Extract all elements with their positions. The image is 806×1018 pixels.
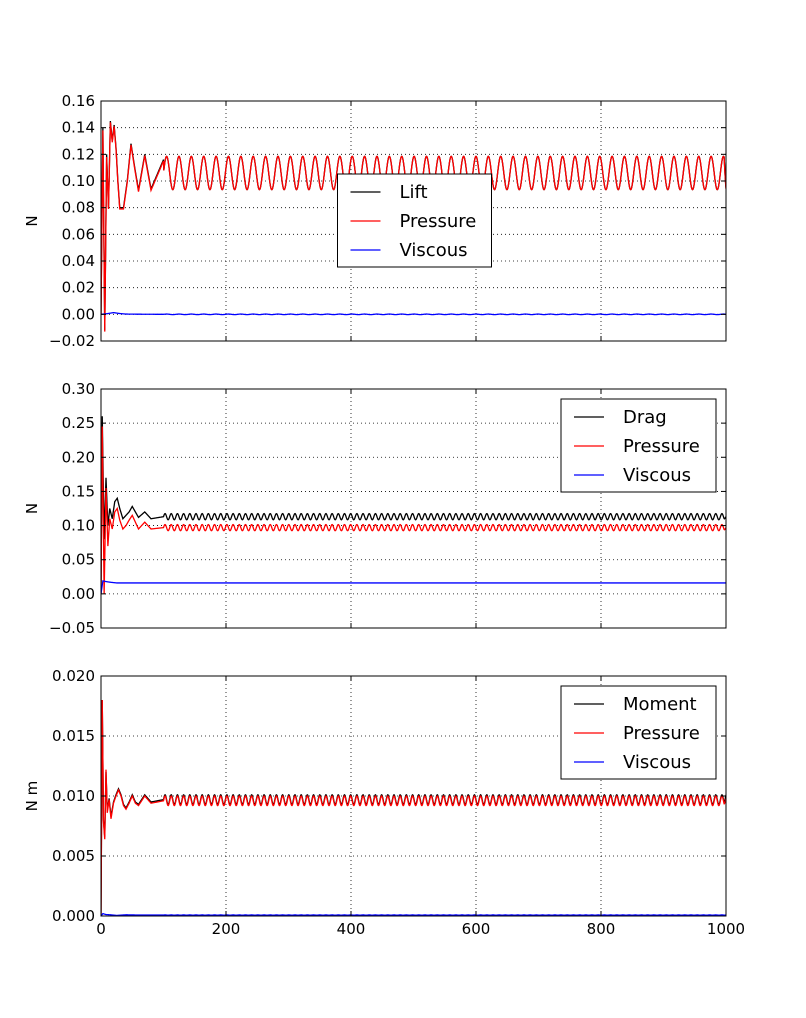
- legend-label-lift: Lift: [400, 182, 428, 203]
- series-line-viscous: [101, 580, 726, 594]
- y-tick-label: 0.30: [62, 380, 95, 398]
- y-tick-label: 0.010: [52, 787, 95, 805]
- legend-label-pressure: Pressure: [400, 211, 477, 232]
- moment-panel: 0.000 0.005 0.010 0.015 0.020 0 200 400 600 800 10…: [23, 667, 745, 938]
- drag-panel: −0.05 0.00 0.05 0.10 0.15 0.20 0.25 0.30 N Drag Pr…: [23, 380, 727, 637]
- y-tick-label: −0.02: [49, 332, 95, 350]
- y-axis-label: N: [23, 215, 41, 226]
- legend-label-drag: Drag: [623, 407, 667, 428]
- x-tick-label: 1000: [707, 920, 745, 938]
- legend-label-viscous: Viscous: [623, 465, 691, 486]
- y-tick-label: 0.20: [62, 448, 95, 466]
- y-tick-label: 0.16: [62, 92, 95, 110]
- y-tick-label: −0.05: [49, 619, 95, 637]
- series-line-viscous: [101, 912, 726, 916]
- series-line-drag: [101, 416, 726, 594]
- lift-panel: −0.02 0.00 0.02 0.04 0.06 0.08 0.10 0.12 0.14 0.1…: [23, 92, 727, 350]
- y-tick-label: 0.00: [62, 305, 95, 323]
- legend: Drag Pressure Viscous: [560, 398, 717, 493]
- x-tick-label: 600: [462, 920, 491, 938]
- y-tick-label: 0.12: [62, 145, 95, 163]
- y-tick-label: 0.14: [62, 119, 95, 137]
- y-tick-label: 0.020: [52, 667, 95, 685]
- legend-label-moment: Moment: [623, 694, 697, 715]
- y-tick-label: 0.05: [62, 551, 95, 569]
- y-axis-label: N: [23, 503, 41, 514]
- legend-label-viscous: Viscous: [400, 240, 468, 261]
- legend: Lift Pressure Viscous: [337, 173, 492, 268]
- y-tick-label: 0.005: [52, 847, 95, 865]
- x-tick-label: 200: [212, 920, 241, 938]
- y-tick-label: 0.10: [62, 517, 95, 535]
- plot-frame: [100, 388, 727, 629]
- y-tick-label: 0.00: [62, 585, 95, 603]
- y-tick-label: 0.015: [52, 727, 95, 745]
- y-tick-label: 0.06: [62, 225, 95, 243]
- y-tick-label: 0.02: [62, 279, 95, 297]
- y-axis-label: N m: [23, 781, 41, 812]
- x-tick-label: 800: [587, 920, 616, 938]
- x-tick-label: 400: [337, 920, 366, 938]
- legend-box: [560, 685, 717, 780]
- y-tick-label: 0.10: [62, 172, 95, 190]
- x-tick-label: 0: [96, 920, 106, 938]
- legend-label-pressure: Pressure: [623, 723, 700, 744]
- series-line-pressure: [101, 122, 726, 332]
- plot-frame: [100, 100, 727, 342]
- legend: Moment Pressure Viscous: [560, 685, 717, 780]
- y-tick-label: 0.04: [62, 252, 95, 270]
- series-line-pressure: [101, 699, 726, 916]
- y-tick-label: 0.15: [62, 482, 95, 500]
- legend-label-viscous: Viscous: [623, 752, 691, 773]
- y-tick-label: 0.25: [62, 414, 95, 432]
- legend-label-pressure: Pressure: [623, 436, 700, 457]
- y-tick-label: 0.08: [62, 199, 95, 217]
- series-line-pressure: [101, 426, 726, 594]
- y-tick-label: 0.000: [52, 907, 95, 925]
- series-line-viscous: [101, 311, 726, 316]
